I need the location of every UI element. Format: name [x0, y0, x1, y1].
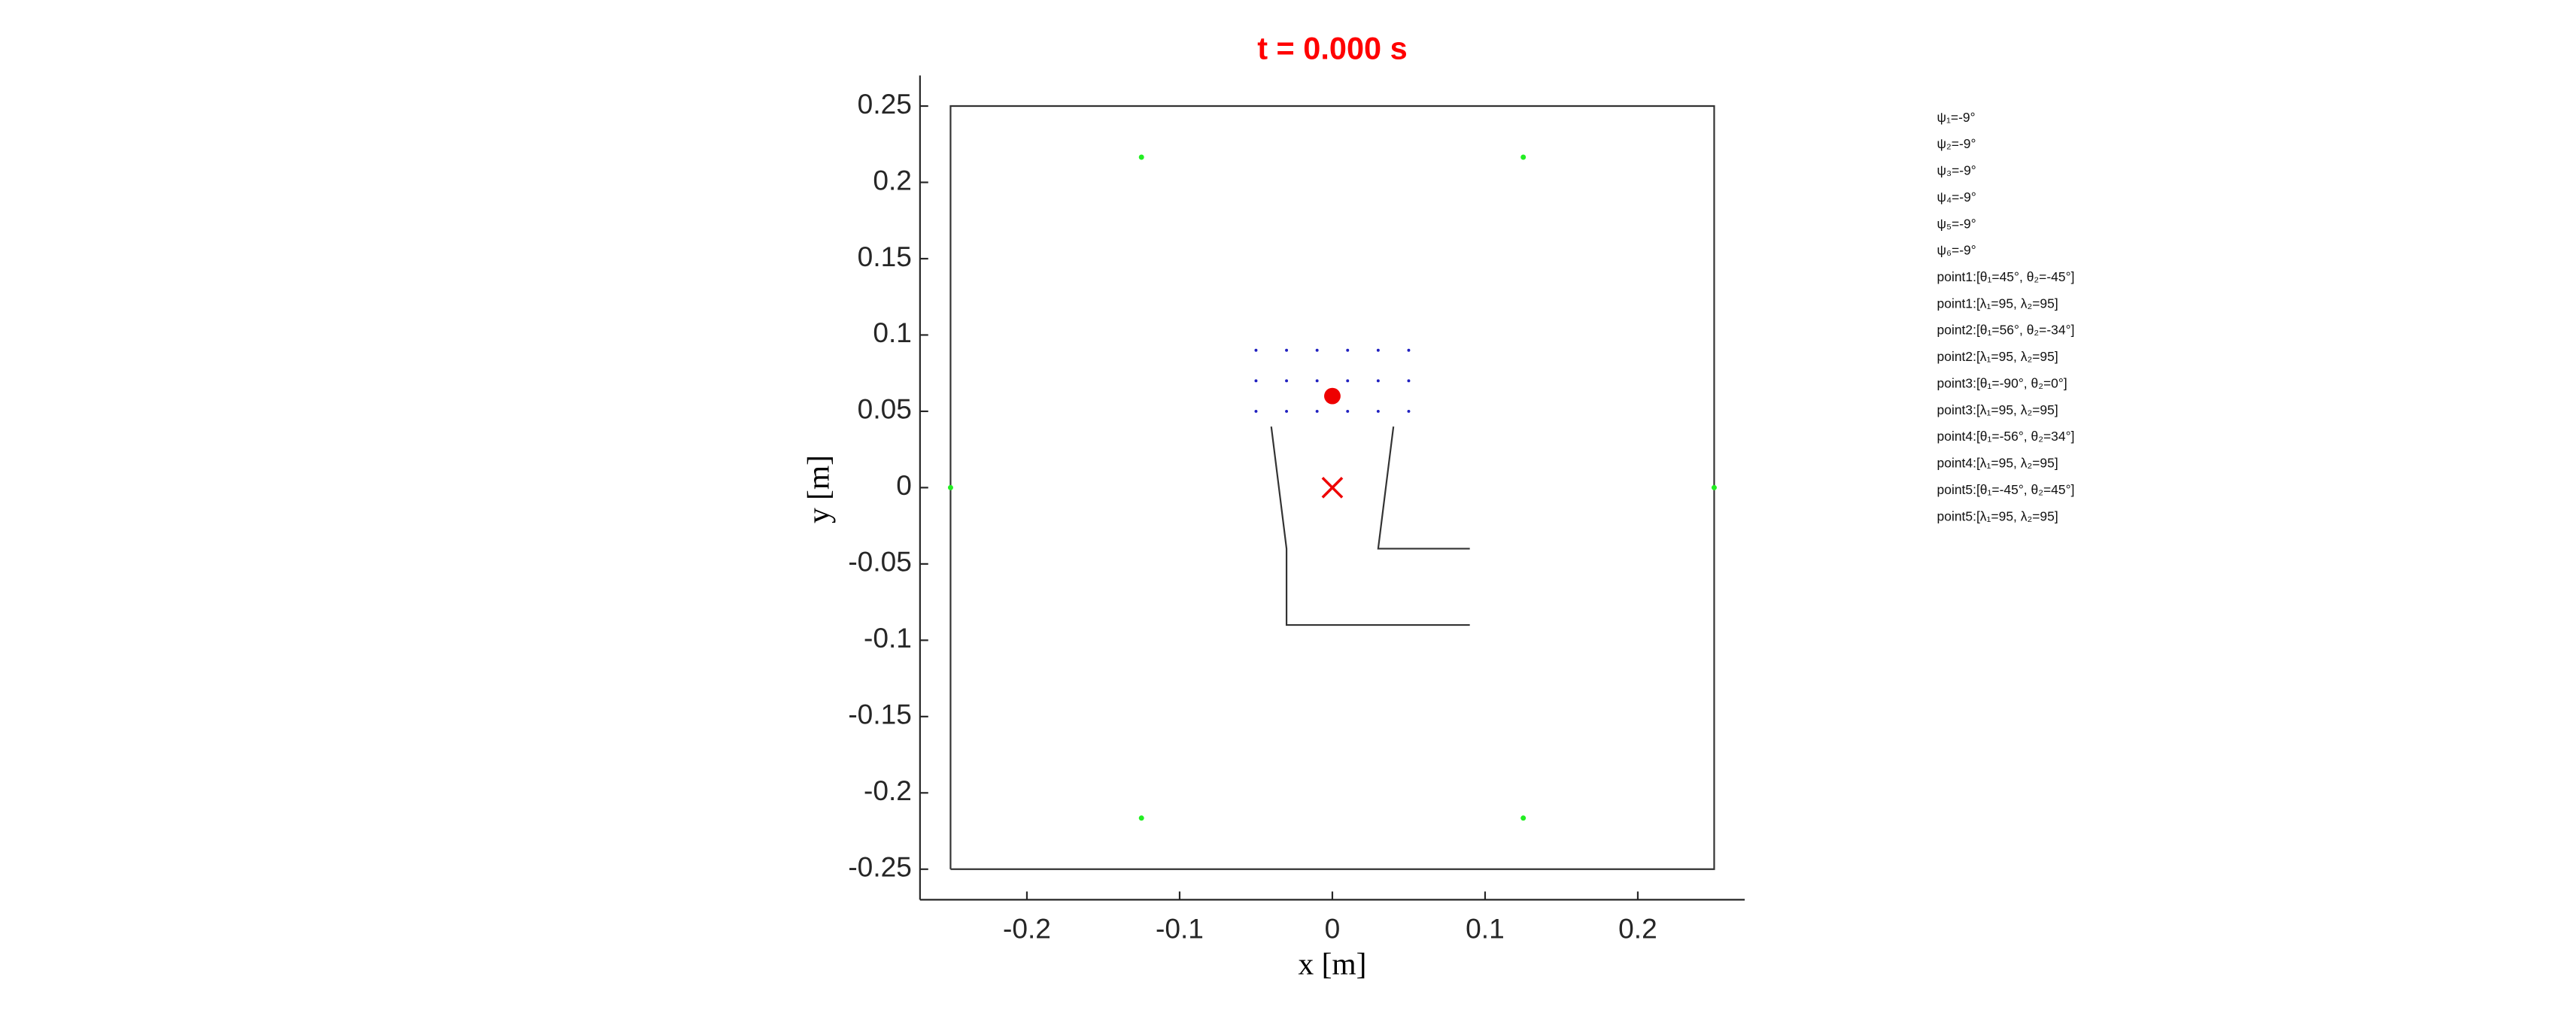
annotation: point2:[λ₁=95, λ₂=95] — [1937, 349, 2058, 364]
annotation: point3:[λ₁=95, λ₂=95] — [1937, 402, 2058, 417]
annotation: ψ₄=-9° — [1937, 190, 1976, 205]
x-tick-label: 0.2 — [1618, 913, 1657, 945]
y-tick-label: 0 — [896, 469, 912, 501]
blue-dot — [1346, 379, 1350, 383]
y-tick-label: 0.15 — [858, 241, 912, 272]
blue-dot — [1254, 348, 1258, 352]
annotation: point3:[θ₁=-90°, θ₂=0°] — [1937, 375, 2067, 390]
green-point — [1138, 154, 1144, 160]
y-tick-label: 0.1 — [873, 317, 912, 348]
annotation: ψ₁=-9° — [1937, 110, 1976, 125]
blue-dot — [1407, 379, 1411, 383]
x-tick-label: 0 — [1325, 913, 1341, 945]
blue-dot — [1315, 379, 1319, 383]
blue-dot — [1254, 409, 1258, 413]
annotation: ψ₅=-9° — [1937, 216, 1976, 231]
annotation: point4:[θ₁=-56°, θ₂=34°] — [1937, 429, 2075, 444]
annotation: point1:[λ₁=95, λ₂=95] — [1937, 296, 2058, 311]
y-tick-label: 0.2 — [873, 164, 912, 196]
blue-dot — [1407, 409, 1411, 413]
y-tick-label: -0.25 — [848, 851, 912, 883]
green-point — [947, 484, 953, 490]
green-point — [1711, 484, 1717, 490]
annotation: point5:[λ₁=95, λ₂=95] — [1937, 508, 2058, 523]
y-axis-label: y [m] — [800, 455, 835, 523]
red-cross — [1321, 477, 1344, 499]
line — [1270, 426, 1470, 626]
y-tick-label: -0.2 — [864, 775, 912, 806]
x-tick-label: -0.1 — [1156, 913, 1204, 945]
annotation: point2:[θ₁=56°, θ₂=-34°] — [1937, 323, 2075, 338]
annotation: ψ₆=-9° — [1937, 243, 1976, 258]
blue-dot — [1315, 348, 1319, 352]
line — [1377, 426, 1470, 550]
annotation: point1:[θ₁=45°, θ₂=-45°] — [1937, 269, 2075, 284]
blue-dot — [1285, 379, 1289, 383]
x-tick-label: -0.2 — [1003, 913, 1051, 945]
x-axis-label: x [m] — [1298, 946, 1366, 981]
blue-dot — [1376, 409, 1380, 413]
y-tick-label: -0.05 — [848, 546, 912, 578]
blue-dot — [1254, 379, 1258, 383]
green-point — [1520, 815, 1526, 821]
chart-title: t = 0.000 s — [1257, 31, 1407, 66]
blue-dot — [1285, 409, 1289, 413]
blue-dot — [1376, 379, 1380, 383]
blue-dot — [1315, 409, 1319, 413]
y-tick-label: -0.1 — [864, 622, 912, 654]
blue-dot — [1346, 348, 1350, 352]
y-tick-label: 0.05 — [858, 393, 912, 425]
y-tick-label: -0.15 — [848, 699, 912, 730]
annotation: point4:[λ₁=95, λ₂=95] — [1937, 456, 2058, 471]
blue-dot — [1285, 348, 1289, 352]
blue-dot — [1376, 348, 1380, 352]
red-dot — [1324, 387, 1341, 405]
green-point — [1520, 154, 1526, 160]
annotation: point5:[θ₁=-45°, θ₂=45°] — [1937, 482, 2075, 497]
annotation: ψ₂=-9° — [1937, 136, 1976, 151]
blue-dot — [1407, 348, 1411, 352]
x-tick-label: 0.1 — [1466, 913, 1505, 945]
line — [949, 105, 1715, 870]
annotation: ψ₃=-9° — [1937, 163, 1976, 178]
green-point — [1138, 815, 1144, 821]
blue-dot — [1346, 409, 1350, 413]
y-tick-label: 0.25 — [858, 88, 912, 120]
